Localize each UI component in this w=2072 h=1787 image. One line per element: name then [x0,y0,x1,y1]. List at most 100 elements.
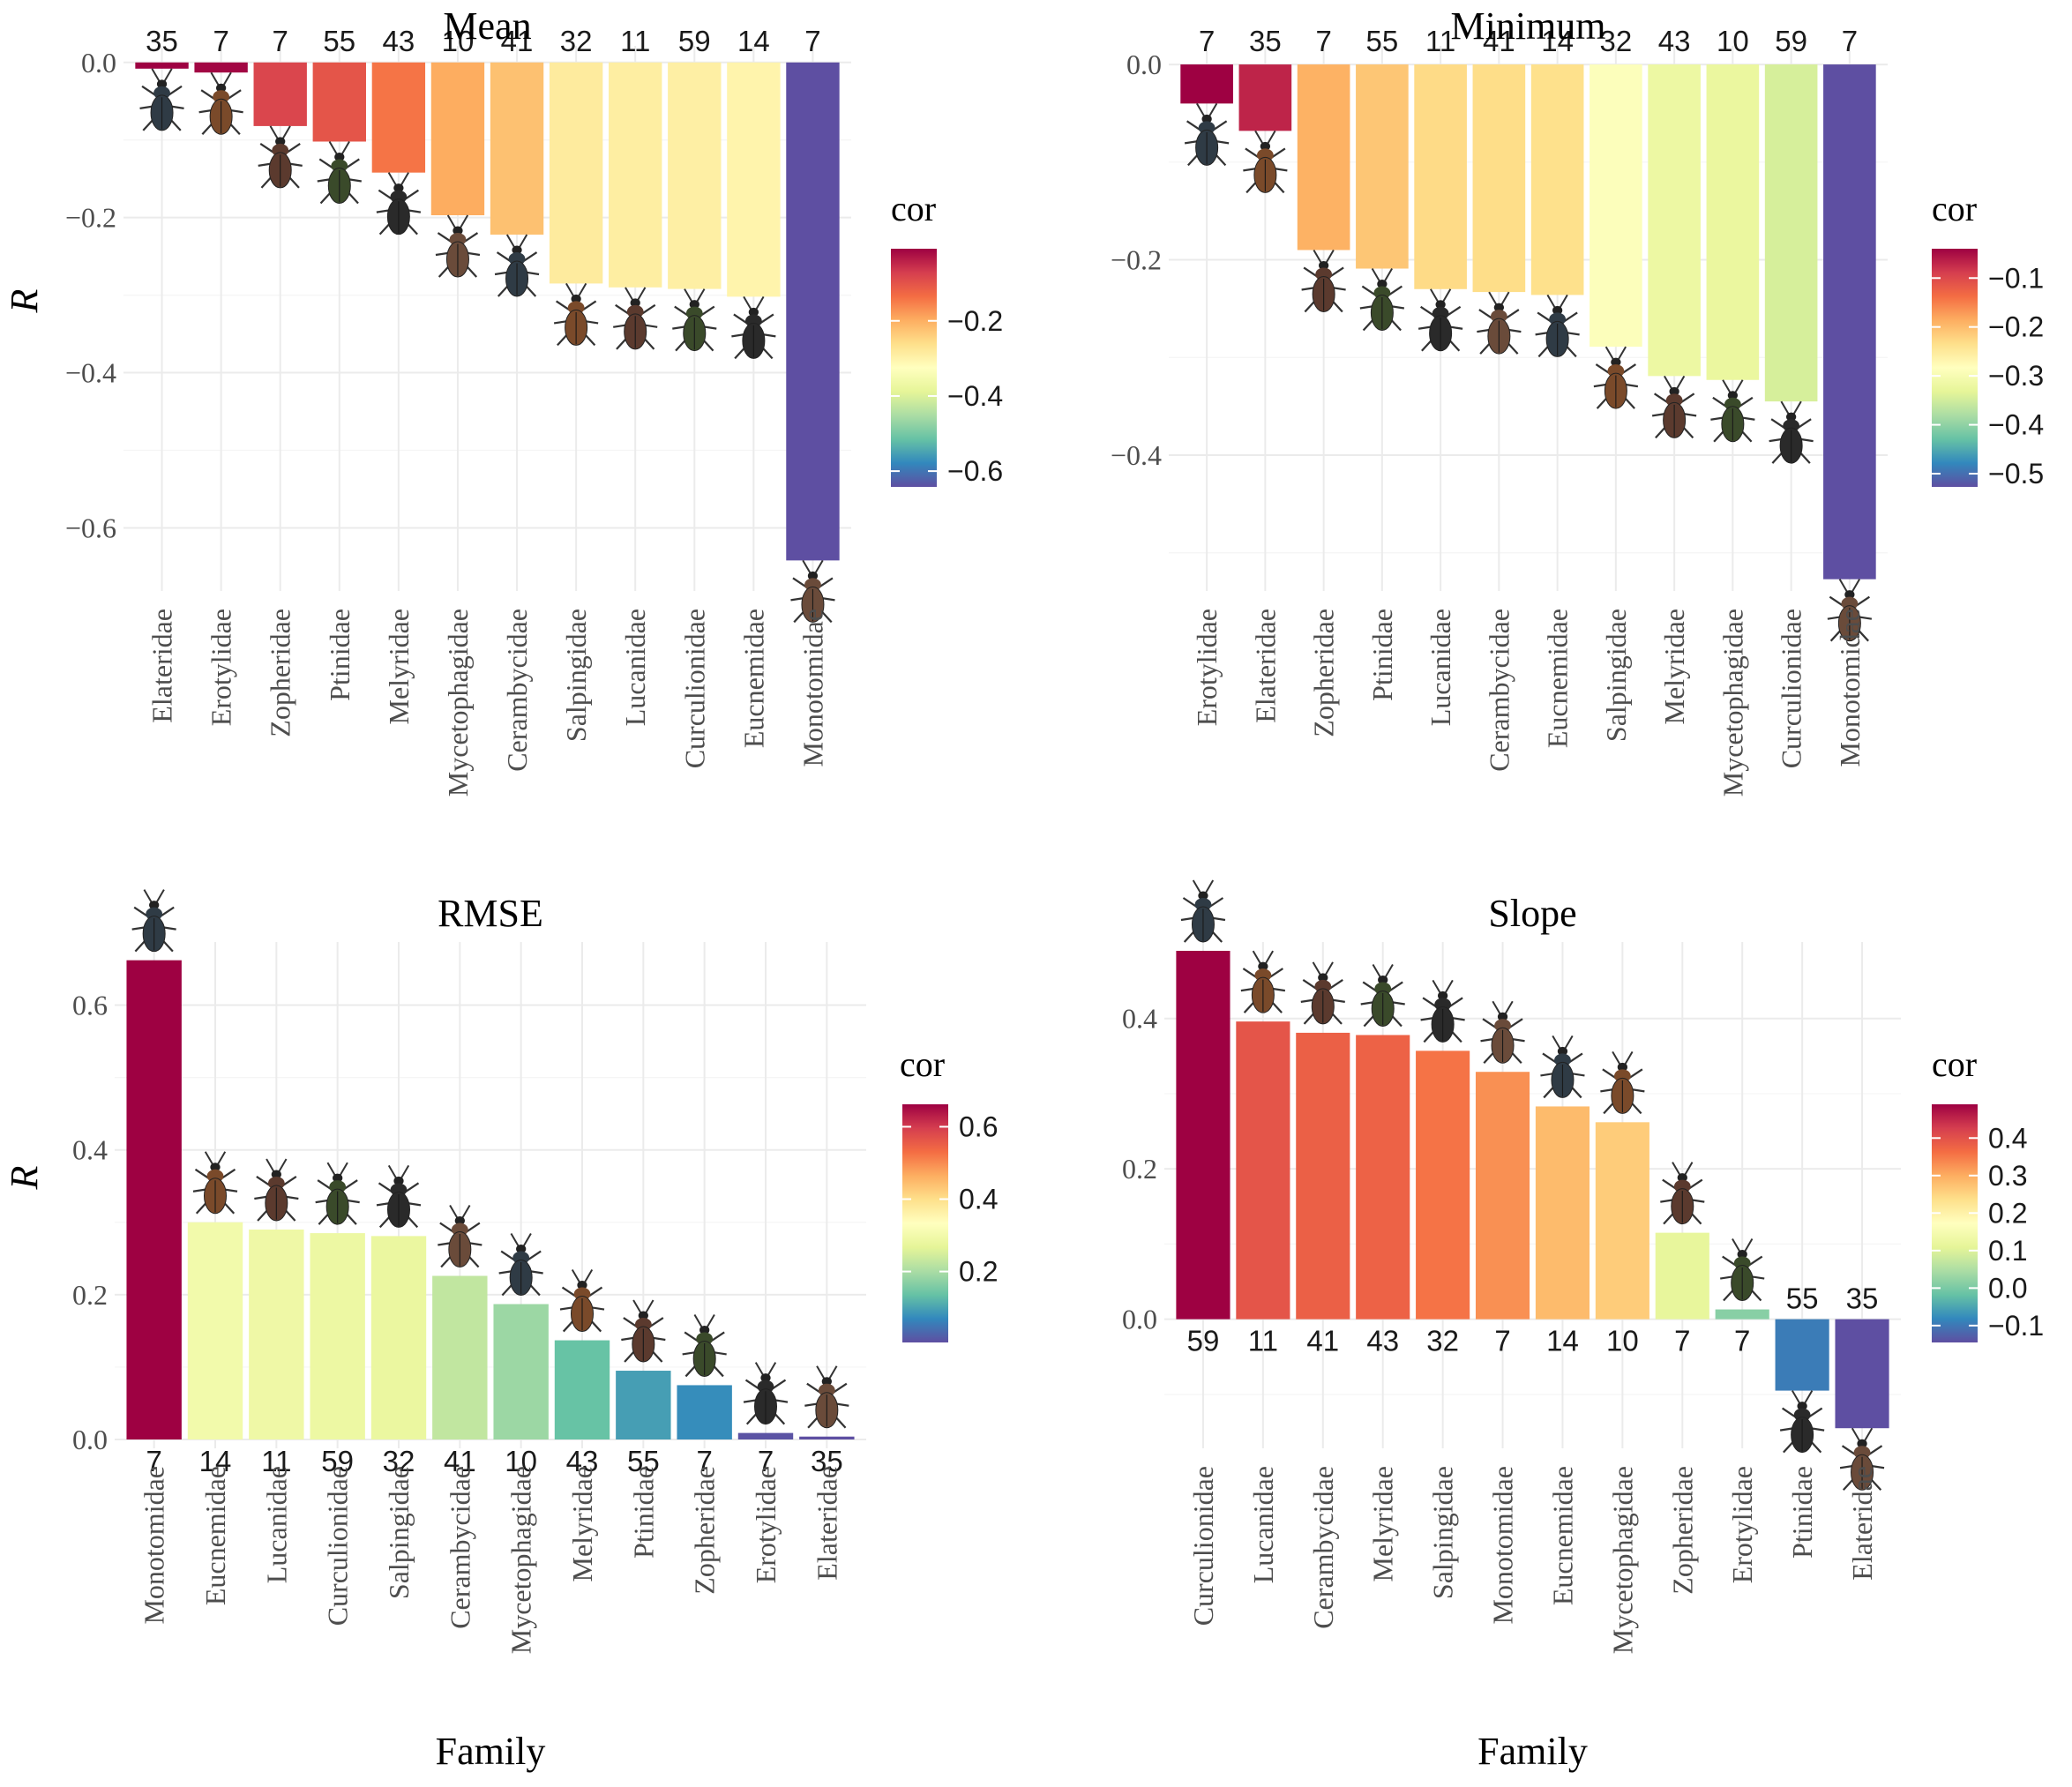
beetle-antenna [446,214,457,229]
beetle-icon [131,889,176,953]
y-tick-label: 0.6 [72,990,108,1021]
y-tick-label: 0.4 [1122,1003,1157,1035]
beetle-antenna [1196,102,1206,117]
legend-tick-label: 0.4 [959,1184,998,1215]
beetle-leg [500,1250,515,1261]
beetle-antenna [281,125,291,140]
beetle-leg [759,313,774,325]
x-category-label: Monotomidae [1487,1466,1519,1625]
n-label: 41 [1306,1325,1339,1357]
beetle-antenna [1672,1162,1681,1177]
beetle-head [454,1216,465,1226]
beetle-head [1844,590,1855,600]
y-tick-label: −0.4 [65,357,116,389]
bar-zopheridae [1655,1232,1709,1320]
beetle-leg [345,158,360,169]
beetle-leg [1621,363,1636,375]
beetle-icon [682,1313,727,1378]
x-category-label: Mycetophagidae [505,1466,537,1654]
n-label: 32 [1426,1325,1459,1357]
beetle-icon [198,71,243,135]
beetle-antenna [1500,291,1510,306]
bar-elateridae [1835,1319,1889,1429]
beetle-leg [437,232,453,243]
n-label: 7 [1674,1325,1690,1357]
bar-melyridae [554,1340,610,1439]
legend-tick-label: −0.1 [1988,262,2044,294]
bar-ptinidae [1775,1319,1829,1391]
beetle-leg [1739,396,1754,407]
beetle-antenna [1732,1238,1741,1253]
beetle-antenna [1624,1051,1634,1065]
beetle-antenna [505,234,516,249]
n-label: 41 [444,1445,476,1477]
beetle-antenna [755,295,765,310]
beetle-antenna [1564,1035,1574,1050]
beetle-icon [494,234,540,297]
panel-rmse: 0.0 0.2 0.4 0.6 7 14 11 59 32 41 10 43 55 7 7 35 Monotom… [3,889,998,1773]
beetle-leg [744,1379,760,1390]
beetle-antenna [583,1269,594,1284]
n-label: 11 [1248,1325,1278,1357]
legend-tick-label: 0.4 [1988,1122,2027,1154]
beetle-antenna [339,1162,348,1177]
n-label: 35 [811,1445,843,1477]
bar-melyridae [1648,64,1701,377]
beetle-head [333,1173,343,1183]
beetle-icon [804,1365,849,1429]
beetle-antenna [522,1233,532,1248]
beetle-head [760,1373,771,1383]
beetle-leg [1362,981,1377,992]
n-label: 10 [505,1445,537,1477]
bar-lucanidae [1414,64,1467,289]
n-label: 14 [737,25,770,57]
beetle-icon [1243,130,1288,194]
beetle-antenna [387,172,398,187]
legend-colorbar [1932,249,1978,487]
beetle-leg [1508,1018,1523,1029]
x-category-label: Mycetophagidae [1717,609,1748,796]
legend-tick-label: −0.2 [947,305,1003,337]
beetle-icon [1535,294,1580,358]
x-category-label: Salpingidae [560,609,592,742]
beetle-antenna [565,282,575,297]
x-category-label: Cerambycidae [501,609,533,772]
x-category-label: Elateridae [1249,609,1281,723]
beetle-head [1435,300,1446,310]
bar-erotylidae [1180,64,1233,104]
beetle-head [1201,114,1212,123]
panel-title: Minimum [1450,4,1605,48]
n-label: 55 [627,1445,660,1477]
beetle-head [1617,1062,1627,1072]
beetle-head [393,1176,404,1185]
x-category-label: Ptinidae [1786,1466,1818,1559]
beetle-antenna [632,1299,642,1314]
beetle-leg [1505,309,1520,320]
beetle-antenna [328,140,339,155]
n-label: 7 [1734,1325,1750,1357]
n-label: 41 [1483,25,1515,57]
beetle-icon [317,140,362,205]
bar-cerambycidae [432,1275,488,1439]
x-category-label: Erotylidae [1726,1466,1758,1583]
beetle-leg [1537,311,1552,323]
beetle-leg [1245,147,1260,159]
beetle-head [1677,1173,1687,1183]
beetle-leg [710,1331,725,1342]
beetle-antenna [644,1299,655,1314]
beetle-leg [404,189,419,200]
beetle-antenna [1488,291,1498,306]
n-label: 14 [1546,1325,1579,1357]
beetle-antenna [1324,961,1334,976]
y-tick-label: 0.0 [81,47,116,79]
beetle-antenna [400,172,409,187]
n-label: 7 [696,1445,712,1477]
beetle-head [149,901,160,910]
beetle-leg [1568,1052,1583,1064]
beetle-antenna [1559,294,1568,309]
beetle-head [1611,357,1621,367]
beetle-head [748,307,759,317]
beetle-head [1318,973,1328,983]
bar-ptinidae [312,62,366,142]
beetle-leg [1829,595,1844,607]
